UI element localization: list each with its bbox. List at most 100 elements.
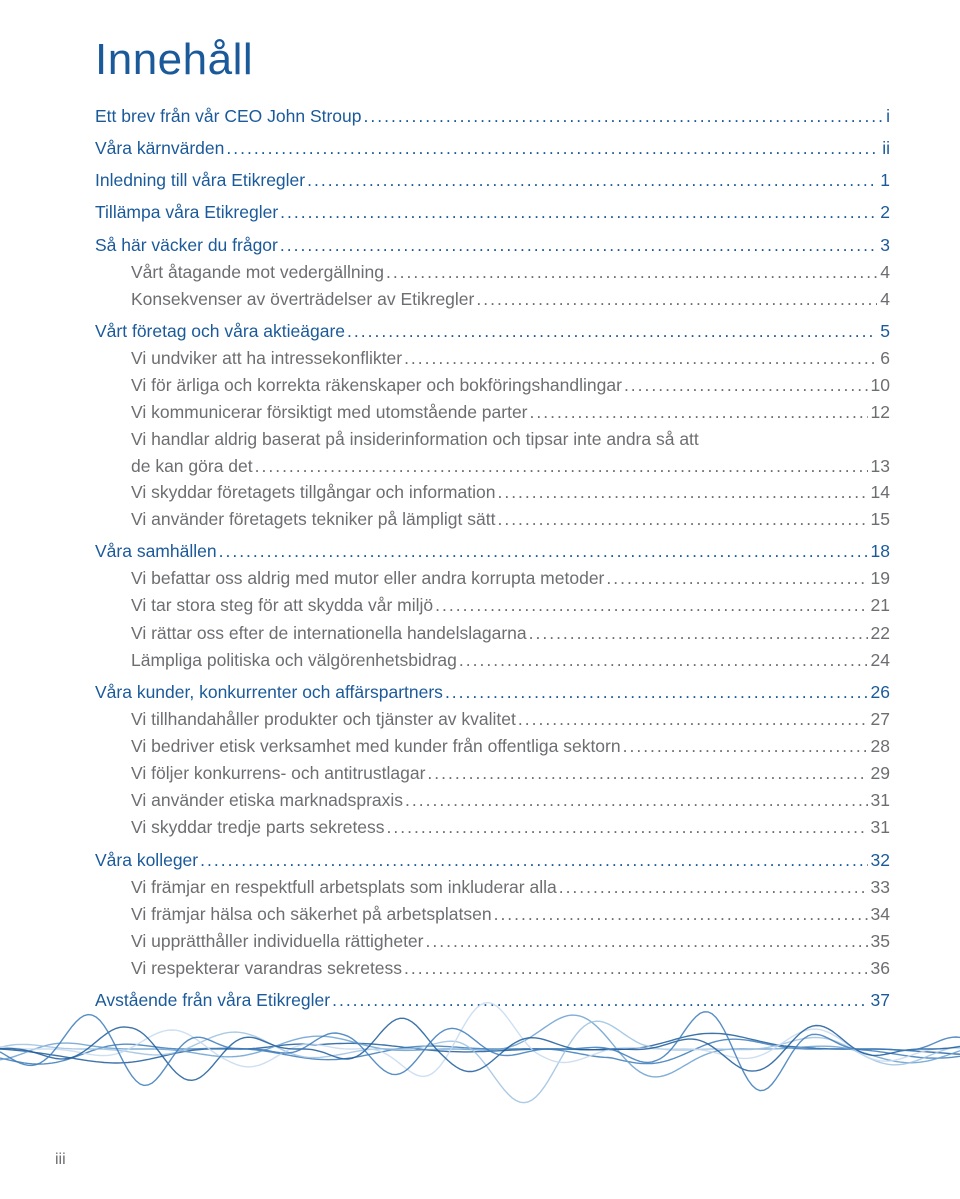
toc-entry: Vi främjar hälsa och säkerhet på arbetsp…: [95, 901, 890, 928]
toc-section: Så här väcker du frågor3: [95, 232, 890, 259]
toc-label: Våra samhällen: [95, 538, 217, 565]
toc-label: Vi befattar oss aldrig med mutor eller a…: [131, 565, 604, 592]
toc-page-number: 2: [877, 199, 890, 226]
toc-page-number: 34: [868, 901, 890, 928]
toc-entry: Konsekvenser av överträdelser av Etikreg…: [95, 286, 890, 313]
toc-page-number: 31: [868, 787, 890, 814]
toc-label: Vi för ärliga och korrekta räkenskaper o…: [131, 372, 622, 399]
toc-label: Vi kommunicerar försiktigt med utomståen…: [131, 399, 528, 426]
toc-page-number: 12: [868, 399, 890, 426]
toc-page-number: 10: [868, 372, 890, 399]
toc-label: Vi tar stora steg för att skydda vår mil…: [131, 592, 433, 619]
toc-entry: Vi skyddar tredje parts sekretess31: [95, 814, 890, 841]
toc-label: Vårt åtagande mot vedergällning: [131, 259, 384, 286]
toc-label: Avstående från våra Etikregler: [95, 987, 330, 1014]
toc-label: Vi tillhandahåller produkter och tjänste…: [131, 706, 516, 733]
toc-label: Lämpliga politiska och välgörenhetsbidra…: [131, 647, 457, 674]
toc-leader-dots: [495, 479, 867, 506]
toc-leader-dots: [385, 814, 868, 841]
toc-page-number: ii: [879, 135, 890, 162]
toc-leader-dots: [217, 538, 868, 565]
toc-label: Vi främjar en respektfull arbetsplats so…: [131, 874, 557, 901]
toc-section: Våra kolleger 32: [95, 847, 890, 874]
toc-page-number: 15: [868, 506, 890, 533]
toc-leader-dots: [433, 592, 867, 619]
toc-page-number: 6: [877, 345, 890, 372]
toc-entry: Vi följer konkurrens- och antitrustlagar…: [95, 760, 890, 787]
toc-page-number: 21: [868, 592, 890, 619]
toc-page-number: 4: [877, 259, 890, 286]
toc-leader-dots: [402, 955, 867, 982]
toc-label: Vi handlar aldrig baserat på insiderinfo…: [131, 426, 890, 452]
toc-label: Vårt företag och våra aktieägare: [95, 318, 345, 345]
toc-label: Våra kunder, konkurrenter och affärspart…: [95, 679, 443, 706]
toc-leader-dots: [278, 199, 877, 226]
toc-label: Vi använder företagets tekniker på lämpl…: [131, 506, 495, 533]
toc-leader-dots: [278, 232, 877, 259]
toc-label: Vi undviker att ha intressekonflikter: [131, 345, 402, 372]
toc-section: Våra samhällen18: [95, 538, 890, 565]
toc-section: Ett brev från vår CEO John Stroupi: [95, 103, 890, 130]
toc-page-number: 36: [868, 955, 890, 982]
toc-section: Våra kärnvärden ii: [95, 135, 890, 162]
toc-page-number: 19: [868, 565, 890, 592]
toc-leader-dots: [557, 874, 868, 901]
toc-leader-dots: [384, 259, 877, 286]
toc-section: Våra kunder, konkurrenter och affärspart…: [95, 679, 890, 706]
toc-page-number: 27: [868, 706, 890, 733]
toc-entry: Vi rättar oss efter de internationella h…: [95, 620, 890, 647]
toc-page-number: 35: [868, 928, 890, 955]
toc-section: Avstående från våra Etikregler 37: [95, 987, 890, 1014]
toc-leader-dots: [345, 318, 877, 345]
toc-label: Vi följer konkurrens- och antitrustlagar: [131, 760, 425, 787]
toc-leader-dots: [253, 453, 868, 479]
toc-label: Våra kolleger: [95, 847, 198, 874]
toc-label: Vi skyddar tredje parts sekretess: [131, 814, 385, 841]
toc-leader-dots: [198, 847, 867, 874]
toc-entry: Vi skyddar företagets tillgångar och inf…: [95, 479, 890, 506]
toc-leader-dots: [495, 506, 867, 533]
toc-leader-dots: [528, 399, 868, 426]
toc-leader-dots: [474, 286, 877, 313]
toc-entry: Lämpliga politiska och välgörenhetsbidra…: [95, 647, 890, 674]
toc-entry: Vi upprätthåller individuella rättighete…: [95, 928, 890, 955]
toc-entry: Vi bedriver etisk verksamhet med kunder …: [95, 733, 890, 760]
toc-label: Vi bedriver etisk verksamhet med kunder …: [131, 733, 621, 760]
toc-page-number: 5: [877, 318, 890, 345]
toc-section: Inledning till våra Etikregler 1: [95, 167, 890, 194]
toc-label: Vi främjar hälsa och säkerhet på arbetsp…: [131, 901, 492, 928]
toc-entry: Vi främjar en respektfull arbetsplats so…: [95, 874, 890, 901]
toc-entry: Vi tillhandahåller produkter och tjänste…: [95, 706, 890, 733]
toc-leader-dots: [621, 733, 868, 760]
toc-page-number: 32: [868, 847, 890, 874]
toc-page-number: 1: [877, 167, 890, 194]
toc-leader-dots: [492, 901, 868, 928]
toc-page-number: i: [883, 103, 890, 130]
toc-entry: Vi undviker att ha intressekonflikter 6: [95, 345, 890, 372]
toc-page-number: 3: [877, 232, 890, 259]
toc-leader-dots: [604, 565, 867, 592]
toc-label: de kan göra det: [131, 453, 253, 479]
toc-leader-dots: [305, 167, 877, 194]
toc-entry: Vi använder företagets tekniker på lämpl…: [95, 506, 890, 533]
toc-label: Vi upprätthåller individuella rättighete…: [131, 928, 424, 955]
toc-label: Inledning till våra Etikregler: [95, 167, 305, 194]
toc-label: Våra kärnvärden: [95, 135, 224, 162]
toc-container: Innehåll Ett brev från vår CEO John Stro…: [0, 0, 960, 1014]
page-title: Innehåll: [95, 35, 890, 85]
toc-page-number: 37: [868, 987, 890, 1014]
toc-page-number: 13: [868, 453, 890, 479]
toc-label: Vi respekterar varandras sekretess: [131, 955, 402, 982]
toc-leader-dots: [527, 620, 868, 647]
toc-entry: Vi respekterar varandras sekretess 36: [95, 955, 890, 982]
toc-entry: Vi för ärliga och korrekta räkenskaper o…: [95, 372, 890, 399]
toc-section: Tillämpa våra Etikregler2: [95, 199, 890, 226]
toc-page-number: 29: [868, 760, 890, 787]
toc-entry: Vi handlar aldrig baserat på insiderinfo…: [95, 426, 890, 479]
toc-page-number: 24: [868, 647, 890, 674]
toc-label: Vi använder etiska marknadspraxis: [131, 787, 403, 814]
toc-leader-dots: [516, 706, 868, 733]
toc-leader-dots: [330, 987, 867, 1014]
toc-leader-dots: [224, 135, 879, 162]
toc-leader-dots: [402, 345, 877, 372]
